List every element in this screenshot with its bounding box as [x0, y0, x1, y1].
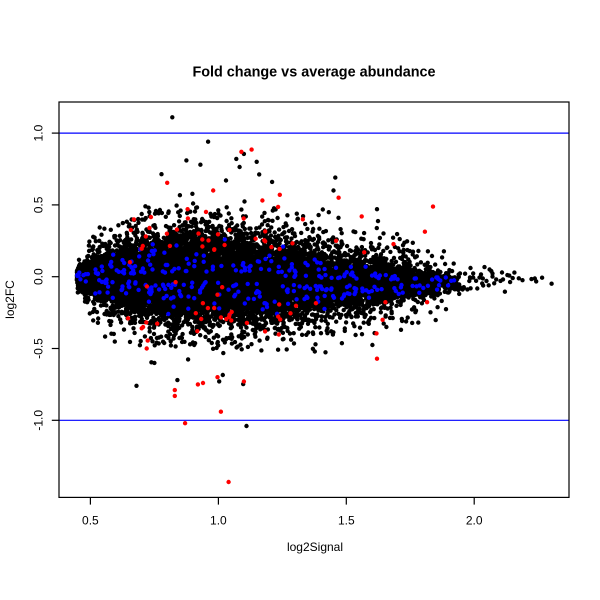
svg-text:1.0: 1.0 [32, 124, 46, 141]
svg-text:2.0: 2.0 [466, 514, 483, 528]
svg-text:0.0: 0.0 [32, 268, 46, 285]
svg-text:-1.0: -1.0 [32, 410, 46, 431]
svg-text:0.5: 0.5 [32, 196, 46, 213]
svg-text:-0.5: -0.5 [32, 338, 46, 359]
svg-text:log2Signal: log2Signal [287, 540, 343, 554]
svg-text:Fold change vs average abundan: Fold change vs average abundance [192, 65, 435, 81]
svg-text:log2FC: log2FC [3, 280, 17, 319]
svg-text:0.5: 0.5 [82, 514, 99, 528]
svg-text:1.5: 1.5 [338, 514, 355, 528]
svg-text:1.0: 1.0 [210, 514, 227, 528]
